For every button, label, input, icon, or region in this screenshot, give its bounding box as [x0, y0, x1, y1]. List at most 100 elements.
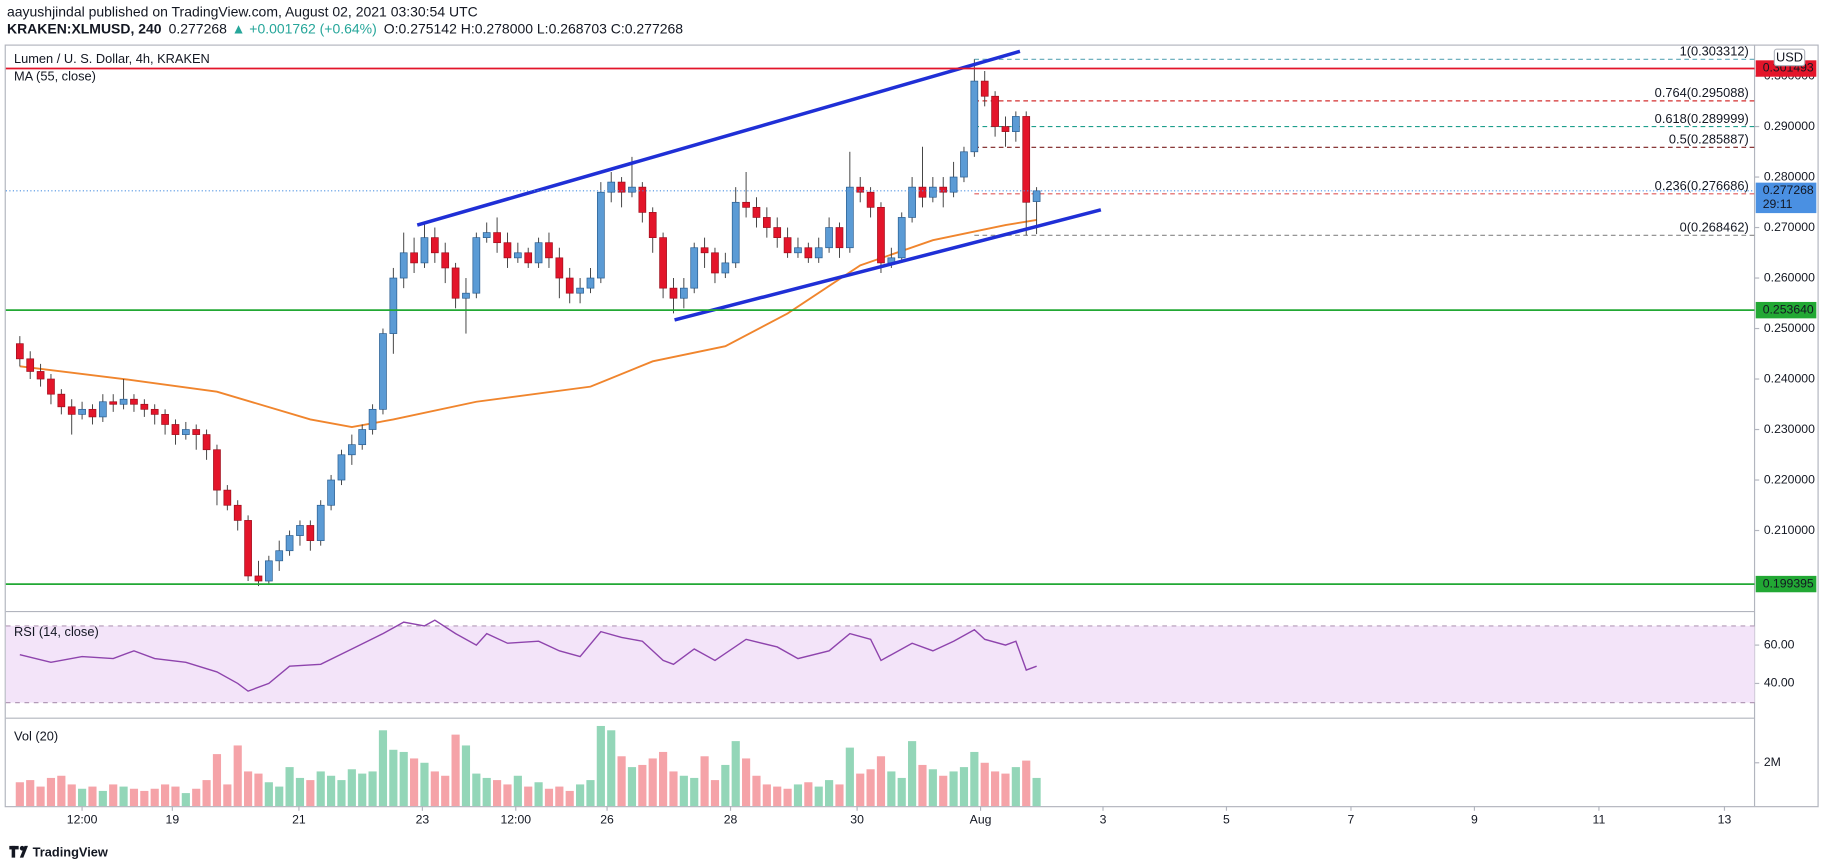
candle-body	[88, 408, 97, 418]
candle-body	[202, 434, 211, 451]
volume-bar	[285, 767, 294, 807]
volume-bar	[181, 793, 190, 807]
y-tick-label: 2M	[1764, 755, 1781, 769]
volume-bar	[793, 784, 803, 807]
volume-bar	[970, 751, 979, 807]
volume-bar	[710, 780, 720, 807]
y-tick-label: 0.230000	[1764, 422, 1815, 436]
volume-bar	[752, 775, 761, 807]
candle-body	[524, 252, 533, 264]
volume-bar	[679, 775, 688, 807]
candle-body	[233, 504, 242, 521]
symbol-line: KRAKEN:XLMUSD, 240 0.277268 ▲ +0.001762 (+…	[7, 20, 683, 36]
volume-bar	[212, 754, 222, 807]
candle-body	[814, 247, 823, 259]
currency-box[interactable]	[1773, 48, 1806, 67]
x-tick-label: 23	[416, 812, 430, 826]
candle-body	[379, 333, 387, 410]
candle-body	[1032, 190, 1041, 202]
candle-body	[534, 242, 543, 264]
volume-bar	[576, 784, 585, 807]
x-tick-label: 28	[724, 812, 738, 826]
candle-body	[804, 247, 813, 259]
fib-label: 0.236(0.276686)	[1655, 178, 1749, 193]
y-tick-label: 0.220000	[1764, 472, 1815, 486]
volume-bar	[897, 777, 906, 807]
fib-label: 0.618(0.289999)	[1655, 111, 1749, 126]
chart-layer: 0.210000 0.220000 0.230000 0.240000 0.250000…	[5, 44, 1817, 826]
volume-bar	[845, 747, 854, 807]
candle-body	[783, 237, 792, 254]
candle-body	[15, 343, 24, 360]
candle-body	[845, 186, 854, 249]
y-tick-label: 60.00	[1764, 637, 1795, 651]
candle-body	[773, 227, 782, 238]
candle-body	[150, 408, 159, 415]
candle-body	[213, 449, 221, 491]
candle-body	[420, 237, 429, 264]
volume-bar	[1011, 767, 1020, 807]
candle-body	[1022, 116, 1031, 203]
volume-bar	[866, 769, 875, 807]
moving-average	[19, 218, 1037, 429]
candle-body	[565, 277, 574, 294]
volume-bar	[762, 784, 771, 807]
x-tick-label: 9	[1471, 812, 1478, 826]
volume-bar	[46, 777, 56, 807]
volume-bar	[254, 773, 263, 807]
volume-bar	[835, 784, 844, 807]
level-label: 0.253640	[1763, 302, 1814, 316]
rsi-band	[5, 625, 1755, 703]
candle-body	[648, 212, 657, 238]
volume-bar	[482, 777, 491, 807]
volume-bar	[814, 786, 823, 807]
volume-bar	[939, 775, 948, 807]
change: ▲ +0.001762 (+0.64%)	[232, 20, 377, 36]
volume-bar	[742, 758, 751, 807]
volume-bar	[57, 775, 66, 807]
x-tick-label: 19	[166, 812, 180, 826]
y-tick-label: 0.280000	[1764, 169, 1815, 183]
volume-bar	[264, 782, 273, 807]
candle-body	[513, 252, 522, 259]
candle-body	[721, 262, 730, 274]
candle-body	[67, 406, 76, 415]
countdown: 29:11	[1763, 197, 1793, 211]
volume-bar	[1022, 760, 1031, 807]
volume-bar	[15, 782, 24, 807]
trend-line	[674, 208, 1102, 322]
volume-bar	[295, 777, 305, 807]
vol-title: Vol (20)	[14, 728, 58, 743]
candle-body	[264, 560, 273, 582]
last-price-label: 0.277268	[1763, 183, 1814, 197]
candle-body	[949, 176, 958, 193]
brand: TradingView	[33, 844, 109, 859]
candle-body	[26, 358, 35, 372]
candle-body	[596, 191, 605, 279]
volume-bar	[36, 786, 45, 807]
volume-bar	[368, 771, 377, 807]
fib-label: 0.5(0.285887)	[1669, 132, 1749, 147]
volume-bar	[316, 771, 325, 807]
volume-bar	[617, 756, 626, 807]
x-tick-label: Aug	[970, 812, 992, 826]
fib-label: 0(0.268462)	[1680, 220, 1749, 235]
ohlc: O:0.275142 H:0.278000 L:0.268703 C:0.277…	[384, 20, 683, 36]
volume-bar	[918, 764, 927, 807]
fib-label: 1(0.303312)	[1680, 44, 1749, 59]
x-tick-label: 13	[1718, 812, 1732, 826]
candle-body	[472, 237, 481, 294]
candle-body	[742, 201, 750, 208]
candle-body	[296, 525, 304, 536]
volume-bar	[555, 786, 564, 807]
y-tick-label: 0.210000	[1764, 523, 1815, 537]
candle-body	[762, 217, 771, 228]
volume-bar	[1032, 777, 1041, 807]
volume-bar	[648, 758, 657, 807]
candle-body	[638, 186, 647, 213]
symbol: KRAKEN:XLMUSD, 240	[7, 20, 162, 36]
x-tick-label: 12:00	[500, 812, 531, 826]
candle-body	[482, 232, 491, 238]
candle-body	[503, 242, 512, 259]
volume-bar	[731, 741, 740, 807]
